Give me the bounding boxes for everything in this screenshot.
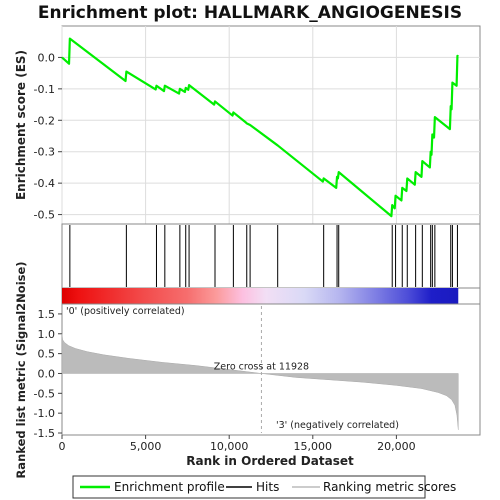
positive-correlation-label: '0' (positively correlated) xyxy=(66,306,185,317)
es-y-tick-label: -0.2 xyxy=(34,114,55,127)
es-y-tick-label: -0.4 xyxy=(34,177,55,190)
metric-y-tick-label: -0.5 xyxy=(34,387,55,400)
chart-title: Enrichment plot: HALLMARK_ANGIOGENESIS xyxy=(38,3,462,23)
x-axis-ticks: 0 5,000 10,000 15,000 20,000 xyxy=(59,435,416,453)
ranking-metric-area xyxy=(61,333,459,430)
x-tick-label: 10,000 xyxy=(210,440,249,453)
hits-panel xyxy=(61,223,481,289)
x-tick-label: 0 xyxy=(59,440,66,453)
x-axis-label: Rank in Ordered Dataset xyxy=(186,454,354,468)
legend: Enrichment profile Hits Ranking metric s… xyxy=(72,475,456,499)
metric-y-tick-label: -1.5 xyxy=(34,427,55,440)
legend-enrichment-label: Enrichment profile xyxy=(114,480,225,494)
metric-y-tick-label: 0.0 xyxy=(38,367,56,380)
es-panel-frame xyxy=(61,25,481,225)
metric-y-ticks: 1.5 1.0 0.5 0.0 -0.5 -1.0 -1.5 xyxy=(34,308,62,440)
metric-y-tick-label: 1.0 xyxy=(38,328,56,341)
es-gridlines xyxy=(61,26,480,224)
metric-y-tick-label: 0.5 xyxy=(38,348,56,361)
hit-markers xyxy=(69,225,458,287)
rank-gradient-fill xyxy=(62,288,459,304)
es-y-tick-label: 0.0 xyxy=(38,51,56,64)
x-tick-label: 20,000 xyxy=(377,440,416,453)
legend-metric-label: Ranking metric scores xyxy=(323,480,456,494)
metric-y-tick-label: 1.5 xyxy=(38,308,56,321)
x-tick-label: 15,000 xyxy=(294,440,333,453)
es-y-ticks: 0.0 -0.1 -0.2 -0.3 -0.4 -0.5 xyxy=(34,51,62,222)
metric-y-axis-label: Ranked list metric (Signal2Noise) xyxy=(14,261,28,478)
x-tick-label: 5,000 xyxy=(130,440,162,453)
enrichment-profile-line xyxy=(61,37,459,218)
es-y-tick-label: -0.3 xyxy=(34,146,55,159)
negative-correlation-label: '3' (negatively correlated) xyxy=(276,420,399,431)
zero-cross-label: Zero cross at 11928 xyxy=(214,361,309,372)
metric-panel: 1.5 1.0 0.5 0.0 -0.5 -1.0 -1.5 Zero cross at 1… xyxy=(14,261,481,479)
es-y-axis-label: Enrichment score (ES) xyxy=(14,50,28,200)
es-panel: 0.0 -0.1 -0.2 -0.3 -0.4 -0.5 Enrichment score… xyxy=(14,25,481,225)
metric-y-tick-label: -1.0 xyxy=(34,407,55,420)
es-y-tick-label: -0.1 xyxy=(34,83,55,96)
legend-hits-label: Hits xyxy=(256,480,279,494)
es-y-tick-label: -0.5 xyxy=(34,209,55,222)
hits-panel-frame xyxy=(61,223,481,289)
